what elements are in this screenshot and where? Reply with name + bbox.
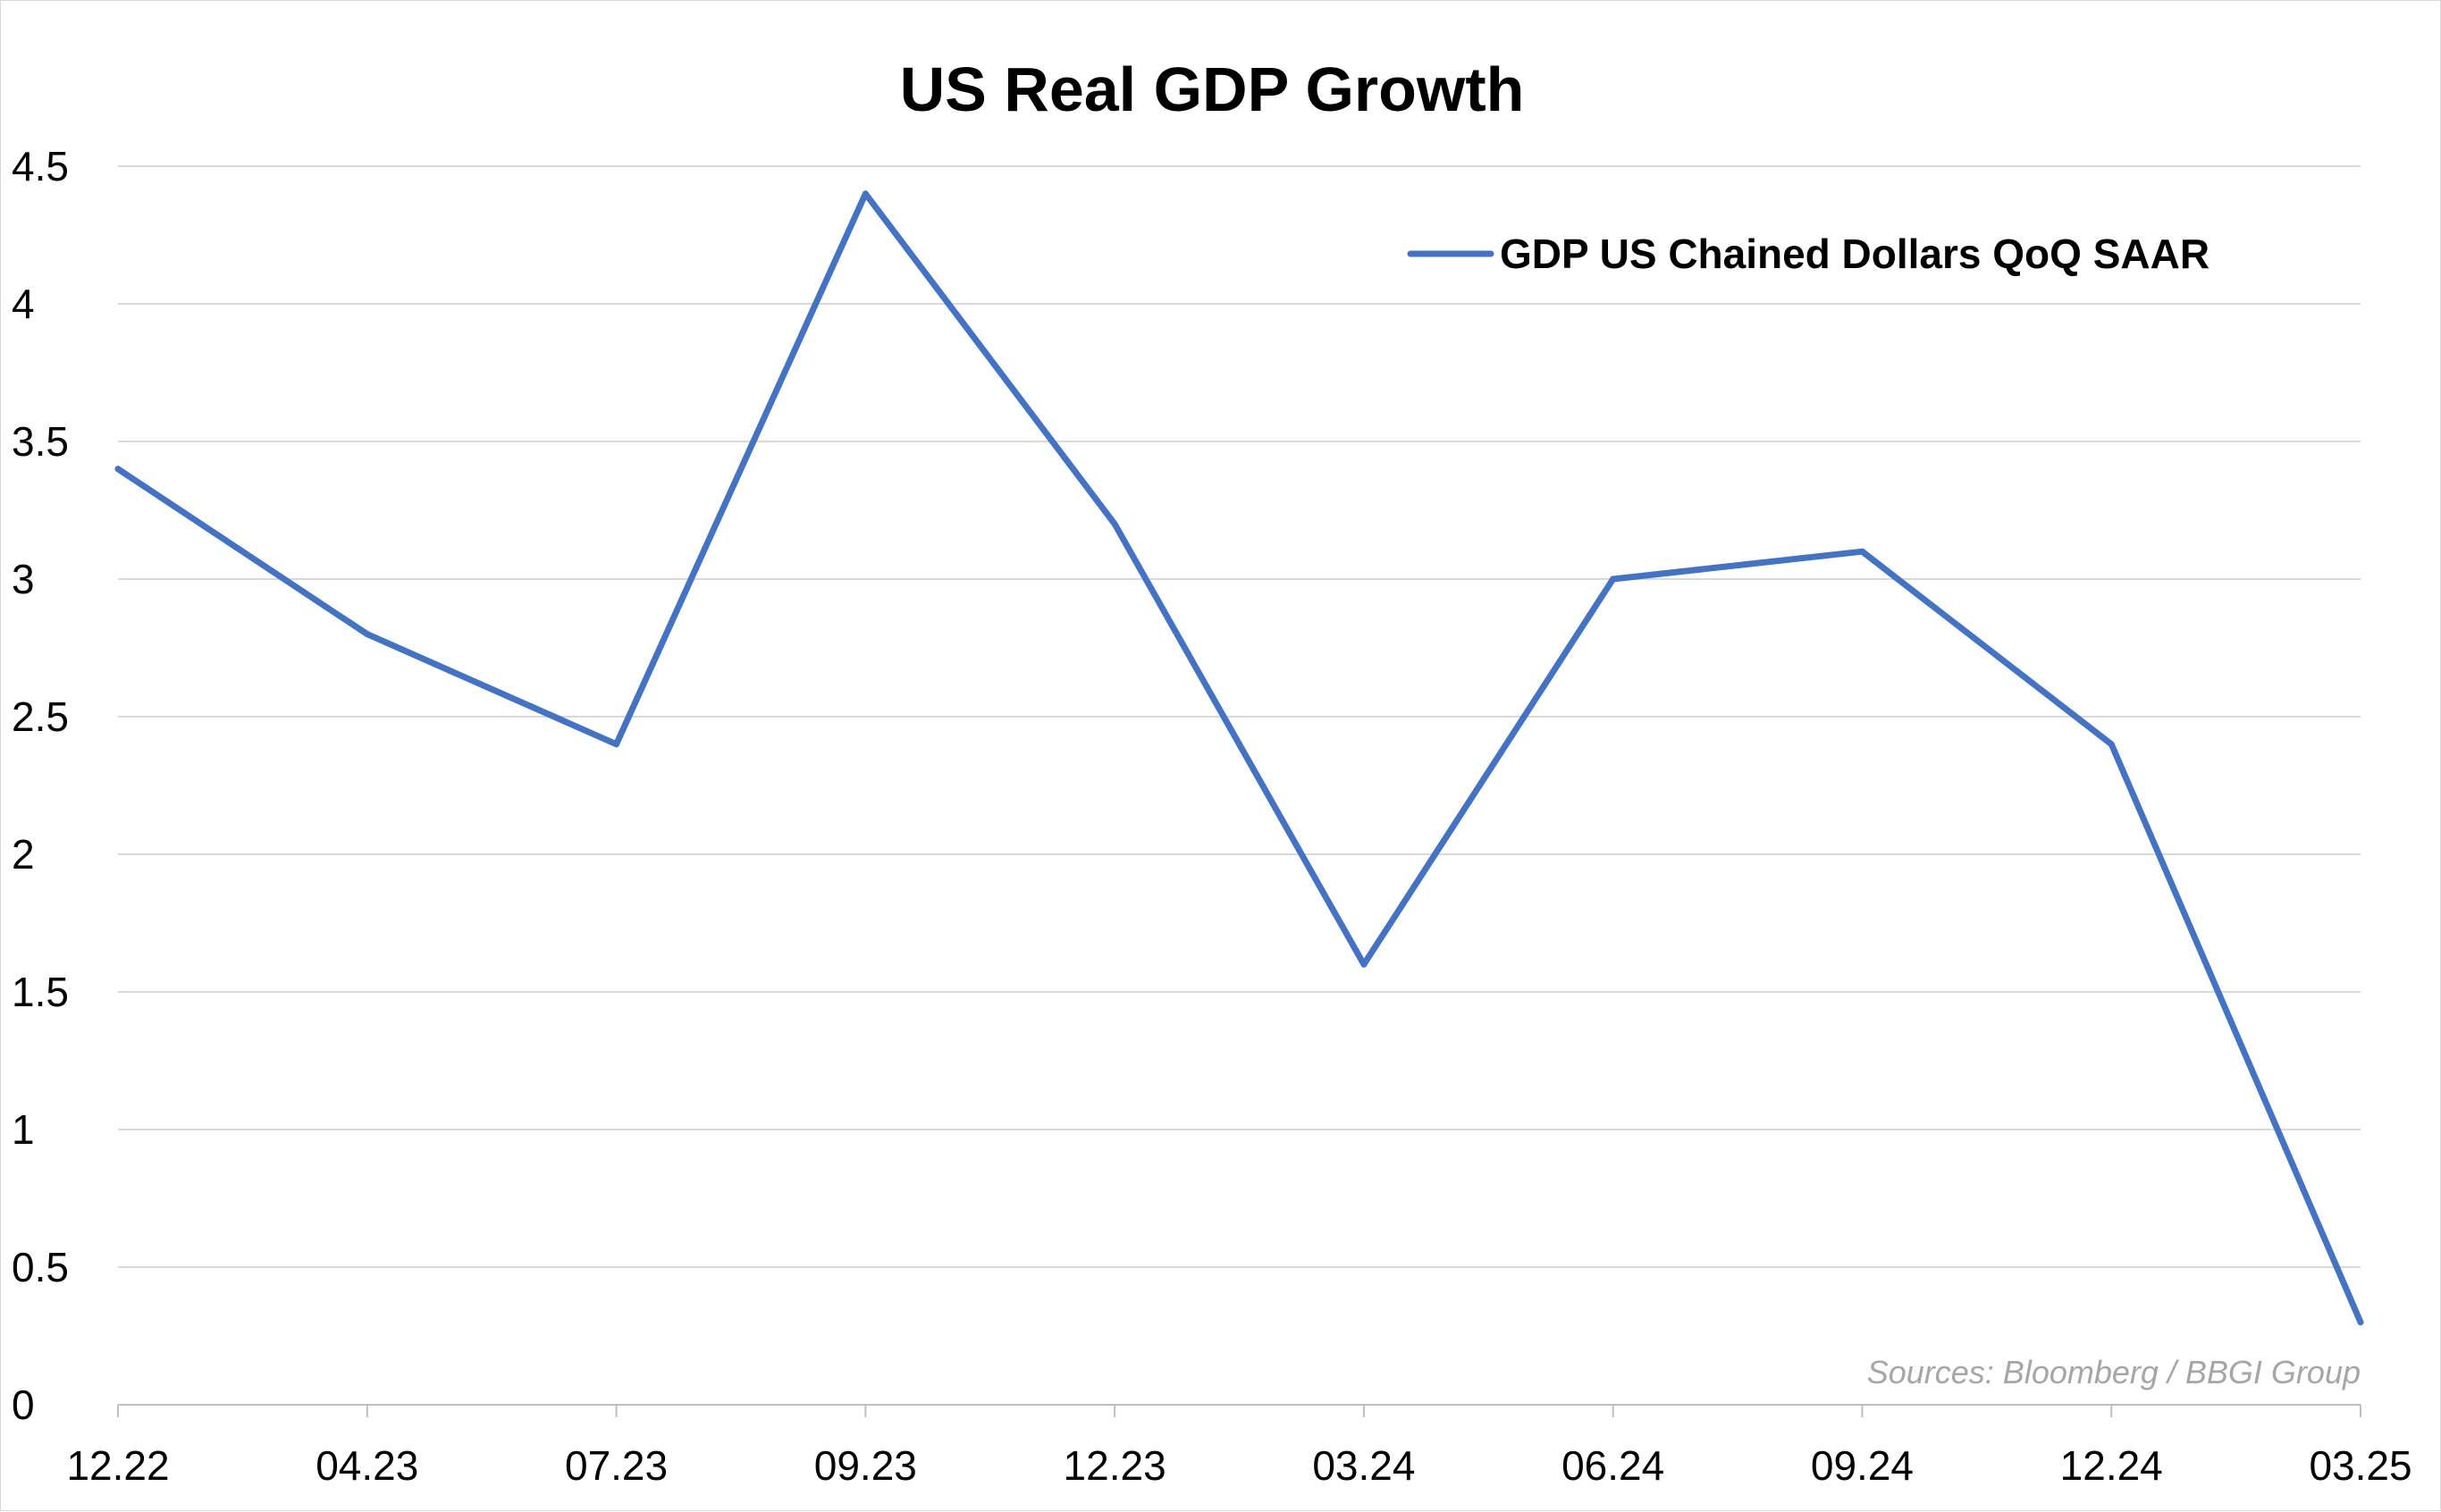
y-tick-label: 3 (12, 556, 35, 602)
x-tick-label: 03.25 (2309, 1442, 2412, 1489)
y-tick-label: 4 (12, 281, 35, 327)
x-tick-label: 07.23 (565, 1442, 668, 1489)
x-axis-tick-labels: 12.22 04.23 07.23 09.23 12.23 03.24 06.24 09.24… (66, 1442, 2412, 1489)
data-point (114, 466, 122, 473)
source-note: Sources: Bloomberg / BBGI Group (1867, 1354, 2361, 1390)
y-axis-tick-labels: 0 0.5 1 1.5 2 2.5 3 3.5 4 4.5 (12, 143, 69, 1428)
gridlines (118, 165, 2361, 1268)
data-point (2108, 741, 2115, 748)
x-tick-label: 06.24 (1561, 1442, 1664, 1489)
x-tick-label: 03.24 (1312, 1442, 1415, 1489)
x-axis (117, 1404, 2361, 1417)
x-tick-label: 12.24 (2060, 1442, 2163, 1489)
series-line (114, 190, 2364, 1326)
y-tick-label: 1 (12, 1106, 35, 1153)
series-lines (114, 190, 2364, 1326)
x-tick-label: 09.23 (814, 1442, 917, 1489)
y-tick-label: 2 (12, 831, 35, 878)
legend: GDP US Chained Dollars QoQ SAAR (1407, 231, 2210, 277)
y-tick-label: 3.5 (12, 418, 69, 465)
y-tick-label: 1.5 (12, 969, 69, 1015)
data-point (1111, 520, 1118, 527)
x-tick-label: 04.23 (316, 1442, 418, 1489)
data-point (2357, 1319, 2364, 1326)
legend-label: GDP US Chained Dollars QoQ SAAR (1500, 231, 2210, 277)
data-point (1858, 548, 1865, 555)
x-tick-label: 12.23 (1064, 1442, 1166, 1489)
chart-title: US Real GDP Growth (900, 55, 1525, 124)
data-point (1610, 575, 1617, 583)
y-tick-label: 4.5 (12, 143, 69, 189)
x-tick-label: 09.24 (1811, 1442, 1914, 1489)
x-tick-label: 12.22 (66, 1442, 169, 1489)
data-point (862, 190, 869, 197)
data-point (364, 631, 371, 638)
data-point (1360, 961, 1368, 968)
y-tick-label: 2.5 (12, 693, 69, 740)
y-tick-label: 0 (12, 1382, 35, 1428)
y-tick-label: 0.5 (12, 1244, 69, 1290)
data-point (613, 741, 620, 748)
